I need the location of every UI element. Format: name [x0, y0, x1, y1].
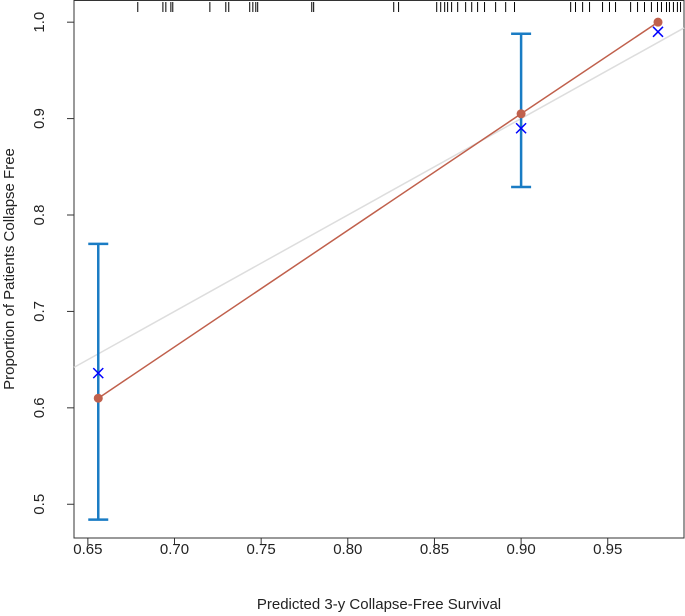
reference-line [73, 27, 685, 368]
observed-point [516, 109, 526, 119]
y-tick-label: 0.8 [31, 205, 48, 226]
predicted-cross [652, 26, 664, 38]
x-tick-label: 0.80 [333, 541, 362, 558]
observed-line [97, 21, 659, 399]
x-tick-label: 0.85 [420, 541, 449, 558]
y-axis-label: Proportion of Patients Collapse Free [1, 148, 18, 390]
y-tick-label: 0.7 [31, 301, 48, 322]
x-tick-label: 0.90 [507, 541, 536, 558]
y-tick-label: 0.9 [31, 108, 48, 129]
x-tick-label: 0.75 [247, 541, 276, 558]
x-tick-label: 0.95 [593, 541, 622, 558]
plot-frame [73, 0, 685, 539]
y-tick-label: 1.0 [31, 12, 48, 33]
error-bar [88, 242, 109, 521]
observed-point [93, 393, 103, 403]
predicted-cross [92, 367, 104, 379]
y-tick-label: 0.5 [31, 494, 48, 515]
x-axis-label: Predicted 3-y Collapse-Free Survival [257, 596, 501, 613]
x-tick-label: 0.70 [160, 541, 189, 558]
x-tick-label: 0.65 [73, 541, 102, 558]
observed-point [653, 17, 663, 27]
predicted-cross [515, 122, 527, 134]
y-tick-label: 0.6 [31, 397, 48, 418]
